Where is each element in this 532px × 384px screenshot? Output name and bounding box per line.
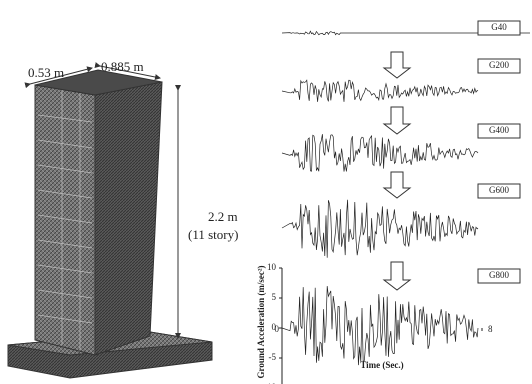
width-label: 0.885 m	[101, 59, 144, 74]
waveform	[282, 134, 478, 171]
x-axis-label: Time (Sec.)	[360, 360, 403, 370]
y-tick-label: -5	[269, 352, 277, 362]
waveform	[282, 200, 478, 258]
down-arrow	[384, 262, 410, 290]
y-tick-label: 10	[267, 262, 277, 272]
record-label: G400	[489, 125, 509, 135]
height-label: 2.2 m	[208, 209, 238, 224]
x-tick-label: 0	[275, 324, 280, 334]
record-label: G200	[489, 60, 509, 70]
waveform	[282, 286, 478, 365]
y-axis-label: Ground Acceleration (m/sec²)	[256, 265, 266, 378]
building-model	[8, 66, 212, 378]
x-tick-label: 8	[488, 324, 493, 334]
waveform	[282, 80, 478, 102]
record-label: G800	[489, 270, 509, 280]
story-label: (11 story)	[188, 227, 238, 242]
down-arrow	[384, 107, 410, 134]
record-label: G600	[489, 185, 509, 195]
depth-label: 0.53 m	[28, 65, 64, 80]
record-label: G40	[491, 22, 507, 32]
figure: 0.53 m 0.885 m 2.2 m (11 story) G40 G200 G…	[0, 0, 532, 384]
y-tick-label: 5	[272, 292, 277, 302]
down-arrow	[384, 172, 410, 198]
down-arrow	[384, 52, 410, 78]
